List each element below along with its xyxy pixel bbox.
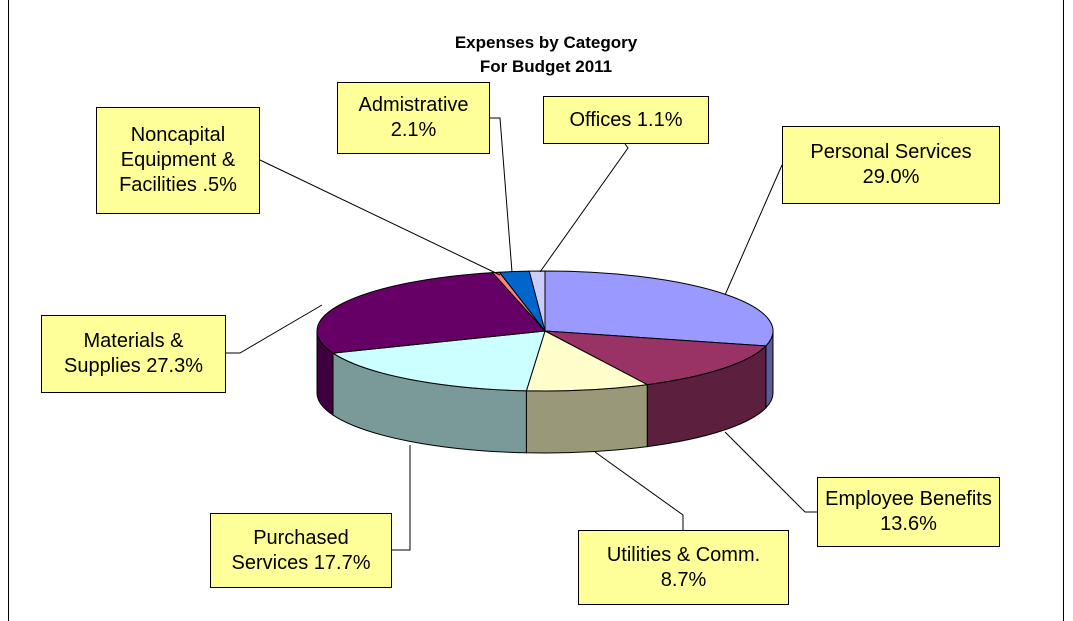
label-value: 29.0% <box>862 166 920 188</box>
label-category: Offices <box>569 108 632 131</box>
slice <box>316 272 547 354</box>
data-label: Noncapital Equipment & Facilities .5% <box>96 107 260 214</box>
leader-lines <box>226 117 817 551</box>
leader-line <box>226 304 323 354</box>
chart-subtitle: For Budget 2011 <box>480 57 612 76</box>
chart-frame <box>8 0 1064 621</box>
label-value: .5% <box>202 174 237 196</box>
label-value: 8.7% <box>660 568 707 591</box>
leader-line <box>724 431 817 513</box>
pie <box>316 270 774 454</box>
leader-line <box>490 117 513 273</box>
label-category: Materials & Supplies <box>64 330 184 377</box>
leader-line <box>594 451 684 530</box>
label-category: Purchased Services <box>231 526 349 574</box>
label-value: 1.1% <box>636 108 683 131</box>
label-value: 17.7% <box>313 551 371 574</box>
slice <box>528 270 546 332</box>
chart-title: Expenses by Category <box>455 33 638 52</box>
leader-line <box>259 159 501 276</box>
data-label: Employee Benefits 13.6% <box>817 477 1000 547</box>
leader-line <box>392 445 411 551</box>
label-category: Employee Benefits <box>825 488 992 510</box>
leader-line <box>724 164 783 296</box>
data-label: Personal Services 29.0% <box>782 126 1000 204</box>
label-category: Admistrative <box>358 94 469 116</box>
slice <box>525 330 649 392</box>
slice <box>331 330 546 392</box>
data-label: Admistrative 2.1% <box>337 82 490 154</box>
data-label: Utilities & Comm. 8.7% <box>578 530 789 605</box>
label-value: 27.3% <box>146 355 203 377</box>
label-category: Utilities & Comm. <box>606 543 761 566</box>
data-label: Purchased Services 17.7% <box>210 513 392 588</box>
data-label: Materials & Supplies 27.3% <box>41 315 226 393</box>
label-category: Noncapital Equipment & Facilities <box>119 124 236 196</box>
leader-line <box>539 143 629 273</box>
label-category: Personal Services <box>810 141 972 163</box>
label-value: 13.6% <box>880 513 937 535</box>
slice-side <box>525 384 648 454</box>
slice <box>544 330 767 386</box>
label-value: 2.1% <box>390 119 437 141</box>
data-label: Offices 1.1% <box>543 96 709 144</box>
